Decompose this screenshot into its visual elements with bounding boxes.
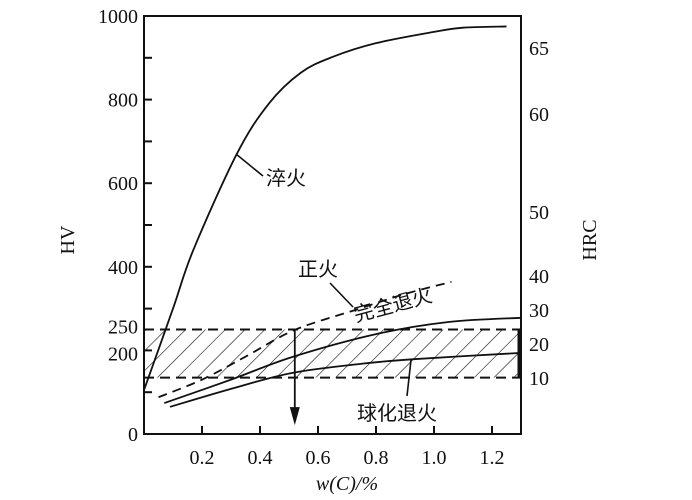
y-tick-label: 250	[108, 317, 138, 339]
x-tick-label: 0.2	[190, 447, 215, 469]
annotation-label: 完全退火	[351, 283, 434, 327]
annotation-leader	[235, 153, 264, 177]
hrc-tick-label: 10	[529, 368, 549, 390]
y-tick-label: 0	[128, 424, 138, 446]
x-tick-label: 0.6	[306, 447, 331, 469]
x-tick-label: 1.0	[422, 447, 447, 469]
hrc-tick-label: 20	[529, 334, 549, 356]
y-tick-label: 600	[108, 173, 138, 195]
series-line-3	[169, 352, 521, 408]
hrc-tick-label: 50	[529, 202, 549, 224]
x-axis-label: w(C)/%	[316, 473, 378, 495]
y-axis-label-right: HRC	[579, 219, 601, 260]
y-tick-label: 400	[108, 257, 138, 279]
hatched-band	[144, 329, 521, 378]
y-tick-label: 800	[108, 90, 138, 112]
x-tick-label: 0.4	[248, 447, 273, 469]
series-line-2	[164, 316, 521, 404]
y-tick-label: 200	[108, 343, 138, 365]
hrc-tick-label: 40	[529, 266, 549, 288]
annotation-leader	[329, 282, 354, 308]
arrow-head	[289, 407, 300, 426]
hrc-tick-label: 30	[529, 300, 549, 322]
annotation-label: 淬火	[266, 166, 306, 190]
y-axis-label-left: HV	[57, 225, 79, 254]
hrc-tick-label: 60	[529, 104, 549, 126]
annotation-label: 正火	[298, 257, 338, 281]
x-tick-label: 1.2	[480, 447, 505, 469]
hrc-tick-label: 65	[529, 38, 549, 60]
annotation-leader	[406, 359, 412, 397]
y-tick-label: 1000	[98, 6, 138, 28]
x-tick-label: 0.8	[364, 447, 389, 469]
annotation-label: 球化退火	[357, 401, 437, 425]
series-line-0	[144, 25, 507, 391]
